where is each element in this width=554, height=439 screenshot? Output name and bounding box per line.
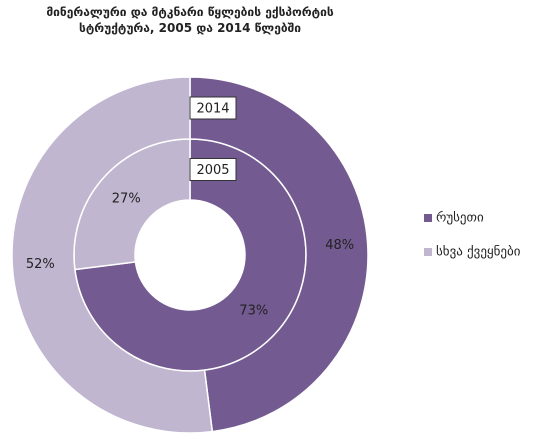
- chart-title: მინერალური და მტკნარი წყლების ექსპორტის …: [46, 5, 334, 35]
- data-label: 73%: [239, 304, 268, 319]
- legend-swatch: [424, 248, 432, 256]
- ring-label-box: [189, 96, 237, 120]
- legend-swatch: [424, 214, 432, 222]
- data-label: 48%: [325, 238, 354, 253]
- legend-label: რუსეთი: [436, 211, 484, 226]
- data-label: 52%: [26, 257, 55, 272]
- ring-label-box: [189, 158, 237, 181]
- legend-label: სხვა ქვეყნები: [436, 245, 521, 260]
- data-label: 27%: [112, 191, 141, 206]
- ring-label: 2005: [196, 163, 229, 178]
- donut-segment: [11, 76, 214, 434]
- donut-segment: [189, 76, 369, 433]
- ring-label: 2014: [196, 102, 229, 117]
